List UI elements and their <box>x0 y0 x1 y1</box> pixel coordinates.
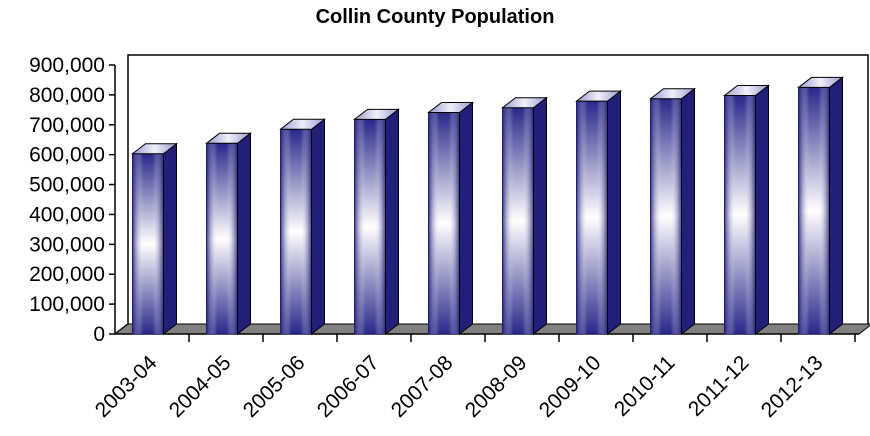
y-tick-label: 600,000 <box>29 144 105 167</box>
bar-top <box>353 108 400 120</box>
bar <box>575 90 622 336</box>
y-tick-label: 400,000 <box>29 203 105 226</box>
bar-top <box>649 88 696 100</box>
bar-front-shade <box>502 107 534 334</box>
bar-side <box>829 76 843 336</box>
bar-front-shade <box>132 153 164 334</box>
bar-top <box>131 143 178 155</box>
bar-front-shade <box>354 119 386 334</box>
bar <box>501 96 548 336</box>
x-tick-label: 2009-10 <box>535 351 606 422</box>
bar-top <box>723 84 770 96</box>
bar-front-shade <box>206 143 238 334</box>
bar-side <box>237 132 251 336</box>
x-tick-label: 2005-06 <box>239 351 310 422</box>
bar-front-shade <box>650 98 682 334</box>
bar-side <box>533 96 547 336</box>
bar-top <box>797 76 844 88</box>
x-tick-label: 2004-05 <box>165 351 236 422</box>
bar <box>131 142 178 336</box>
bar-side <box>681 87 695 336</box>
bar <box>205 132 252 336</box>
y-tick-label: 900,000 <box>29 54 105 77</box>
bar-side <box>385 108 399 336</box>
bar-side <box>459 101 473 336</box>
bar <box>723 84 770 336</box>
y-tick-label: 300,000 <box>29 233 105 256</box>
bar <box>353 108 400 336</box>
y-tick-label: 800,000 <box>29 84 105 107</box>
bar <box>427 101 474 336</box>
x-tick-label: 2008-09 <box>461 351 532 422</box>
bar-front-shade <box>724 95 756 334</box>
bar-top <box>501 97 548 109</box>
x-tick-label: 2011-12 <box>684 351 754 421</box>
bar-top <box>575 90 622 102</box>
x-tick-label: 2010-11 <box>610 351 680 421</box>
bar-side <box>607 90 621 336</box>
y-tick-label: 700,000 <box>29 114 105 137</box>
chart-title: Collin County Population <box>315 6 555 28</box>
bar-front-shade <box>428 112 460 334</box>
y-tick-label: 200,000 <box>29 263 105 286</box>
bar <box>797 76 844 336</box>
x-tick-label: 2003-04 <box>91 351 162 422</box>
bar-top <box>427 102 474 114</box>
y-tick-label: 500,000 <box>29 174 105 197</box>
bar <box>279 118 326 336</box>
x-tick-label: 2012-13 <box>757 351 828 422</box>
bar-side <box>163 142 177 336</box>
x-tick-label: 2006-07 <box>313 351 384 422</box>
y-tick-label: 0 <box>93 323 105 346</box>
bar-front-shade <box>576 101 608 334</box>
bar-top <box>279 118 326 130</box>
bar-side <box>311 118 325 336</box>
bar-front-shade <box>798 87 830 335</box>
bar-top <box>205 132 252 144</box>
x-tick-label: 2007-08 <box>387 351 458 422</box>
bar-side <box>755 84 769 336</box>
y-tick-label: 100,000 <box>29 293 105 316</box>
bar-front-shade <box>280 129 312 334</box>
bar <box>649 87 696 336</box>
bars <box>131 76 844 336</box>
